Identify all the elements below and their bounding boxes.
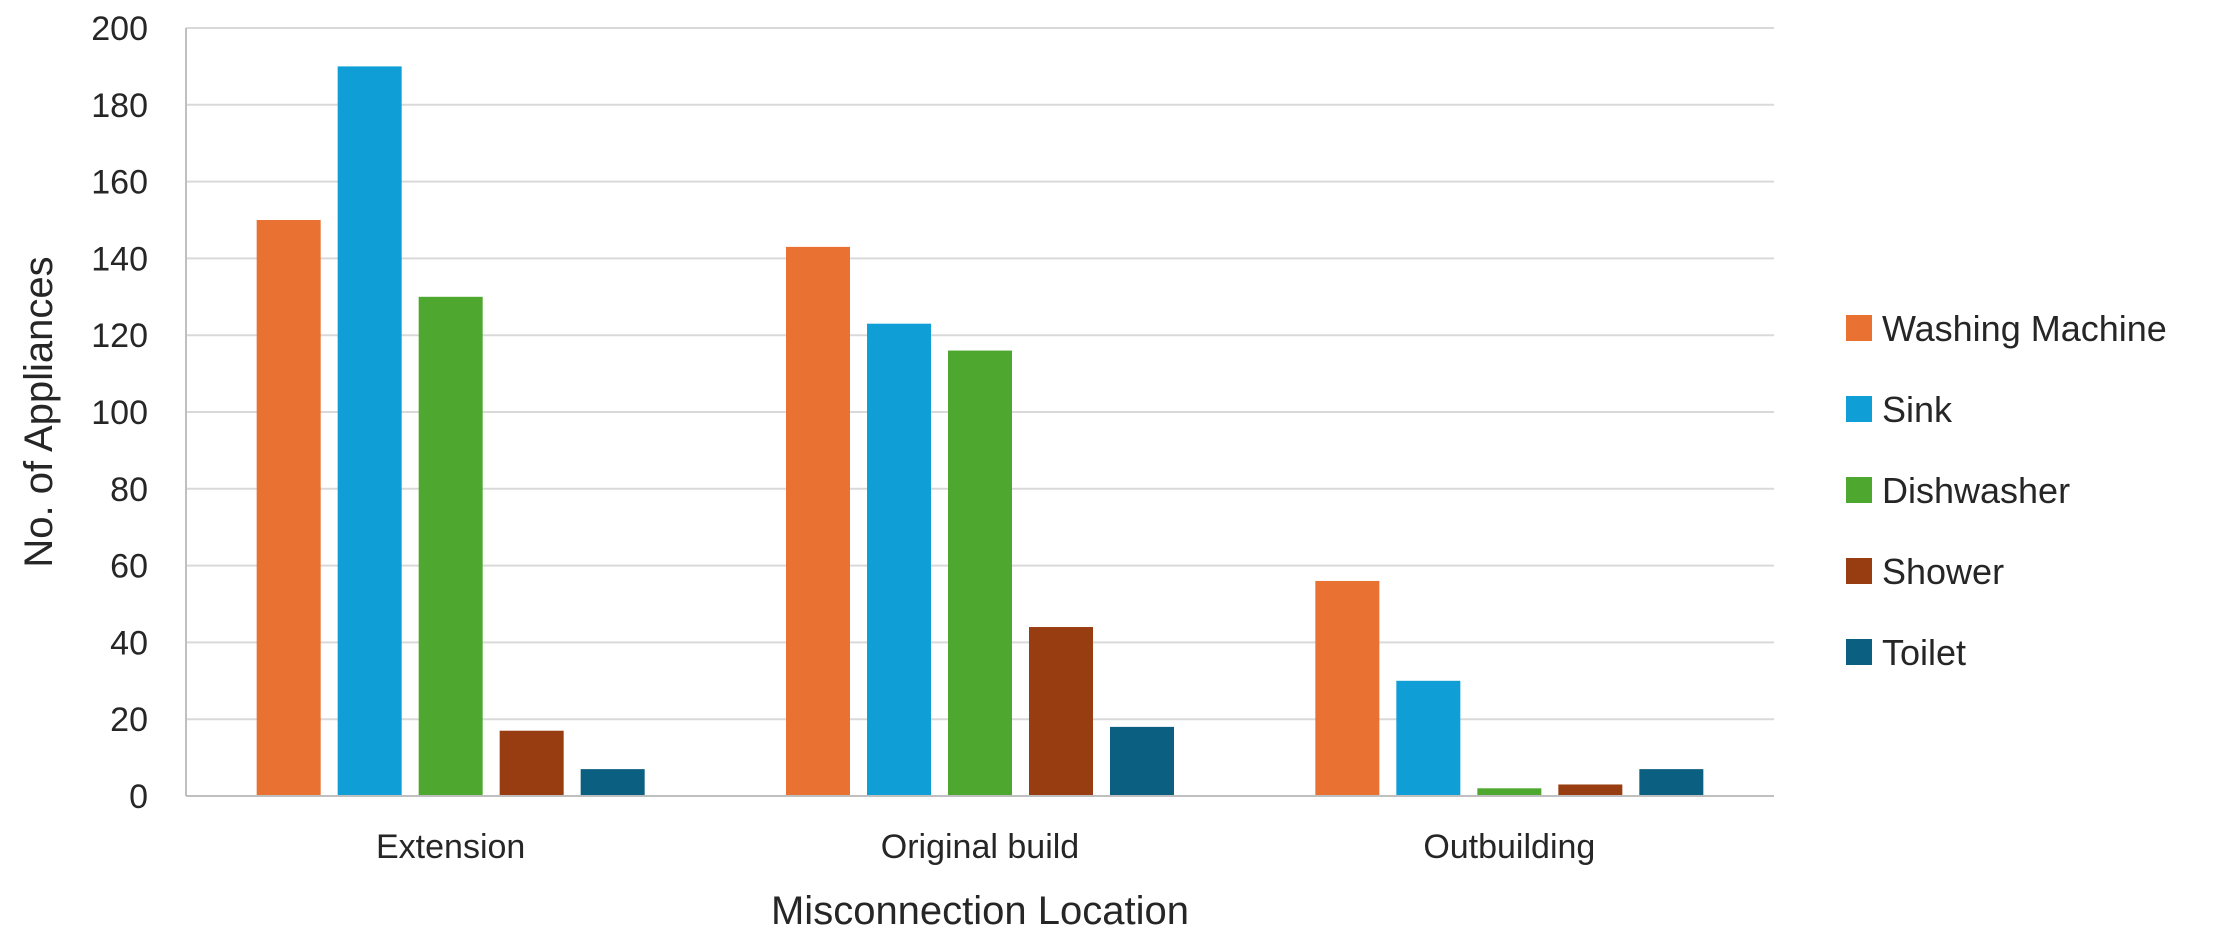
y-tick-label: 120 xyxy=(91,317,148,355)
legend: Washing Machine Sink Dishwasher Shower Toile… xyxy=(1846,308,2167,673)
legend-label: Dishwasher xyxy=(1882,470,2070,511)
bar xyxy=(1029,627,1093,796)
legend-swatch xyxy=(1846,477,1872,503)
bar xyxy=(1477,788,1542,796)
x-tick-label: Original build xyxy=(881,828,1079,866)
bar xyxy=(1558,784,1623,796)
y-tick-label: 100 xyxy=(91,394,148,432)
bar xyxy=(337,66,402,796)
legend-swatch xyxy=(1846,558,1872,584)
legend-swatch xyxy=(1846,639,1872,665)
bar xyxy=(867,323,931,796)
legend-label: Sink xyxy=(1882,389,1953,430)
bar xyxy=(256,220,321,796)
bar xyxy=(1315,580,1380,796)
legend-swatch xyxy=(1846,396,1872,422)
bar xyxy=(1639,769,1704,796)
x-tick-label: Extension xyxy=(376,828,525,866)
y-tick-label: 160 xyxy=(91,164,148,202)
y-tick-label: 0 xyxy=(129,778,148,816)
bar xyxy=(786,246,850,796)
legend-label: Shower xyxy=(1882,551,2004,592)
legend-label: Toilet xyxy=(1882,632,1966,673)
x-axis-title: Misconnection Location xyxy=(771,889,1189,933)
y-tick-label: 40 xyxy=(110,624,148,662)
bar xyxy=(418,296,483,796)
bar xyxy=(580,769,645,796)
y-tick-label: 20 xyxy=(110,701,148,739)
bar xyxy=(499,730,564,796)
bar xyxy=(1396,680,1461,796)
bar xyxy=(1110,726,1174,796)
legend-label: Washing Machine xyxy=(1882,308,2167,349)
bars xyxy=(256,66,1704,796)
y-axis-title: No. of Appliances xyxy=(17,256,61,567)
x-tick-label: Outbuilding xyxy=(1423,828,1595,866)
legend-swatch xyxy=(1846,315,1872,341)
axes: 0 20 40 60 80 100 120 140 160 180 200 Extension Orig… xyxy=(91,10,1774,866)
bar xyxy=(948,350,1012,796)
y-tick-label: 60 xyxy=(110,548,148,586)
y-tick-label: 140 xyxy=(91,240,148,278)
y-tick-label: 80 xyxy=(110,471,148,509)
y-tick-label: 180 xyxy=(91,87,148,125)
y-tick-label: 200 xyxy=(91,10,148,48)
